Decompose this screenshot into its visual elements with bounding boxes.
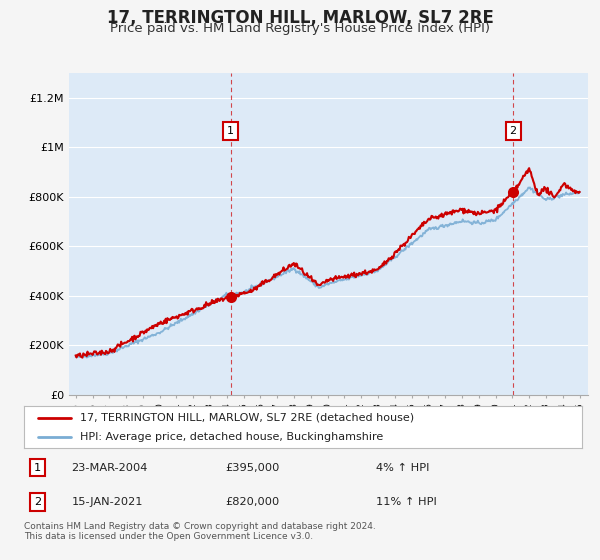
Text: 17, TERRINGTON HILL, MARLOW, SL7 2RE (detached house): 17, TERRINGTON HILL, MARLOW, SL7 2RE (de… bbox=[80, 413, 414, 423]
Text: £395,000: £395,000 bbox=[225, 463, 279, 473]
Text: 17, TERRINGTON HILL, MARLOW, SL7 2RE: 17, TERRINGTON HILL, MARLOW, SL7 2RE bbox=[107, 9, 493, 27]
Text: 1: 1 bbox=[34, 463, 41, 473]
Text: 23-MAR-2004: 23-MAR-2004 bbox=[71, 463, 148, 473]
Text: Contains HM Land Registry data © Crown copyright and database right 2024.
This d: Contains HM Land Registry data © Crown c… bbox=[24, 522, 376, 542]
Text: 2: 2 bbox=[34, 497, 41, 507]
Text: 15-JAN-2021: 15-JAN-2021 bbox=[71, 497, 143, 507]
Text: Price paid vs. HM Land Registry's House Price Index (HPI): Price paid vs. HM Land Registry's House … bbox=[110, 22, 490, 35]
Text: 11% ↑ HPI: 11% ↑ HPI bbox=[376, 497, 436, 507]
Text: 2: 2 bbox=[509, 126, 517, 136]
Text: HPI: Average price, detached house, Buckinghamshire: HPI: Average price, detached house, Buck… bbox=[80, 432, 383, 442]
Text: 4% ↑ HPI: 4% ↑ HPI bbox=[376, 463, 429, 473]
Text: 1: 1 bbox=[227, 126, 234, 136]
Text: £820,000: £820,000 bbox=[225, 497, 279, 507]
